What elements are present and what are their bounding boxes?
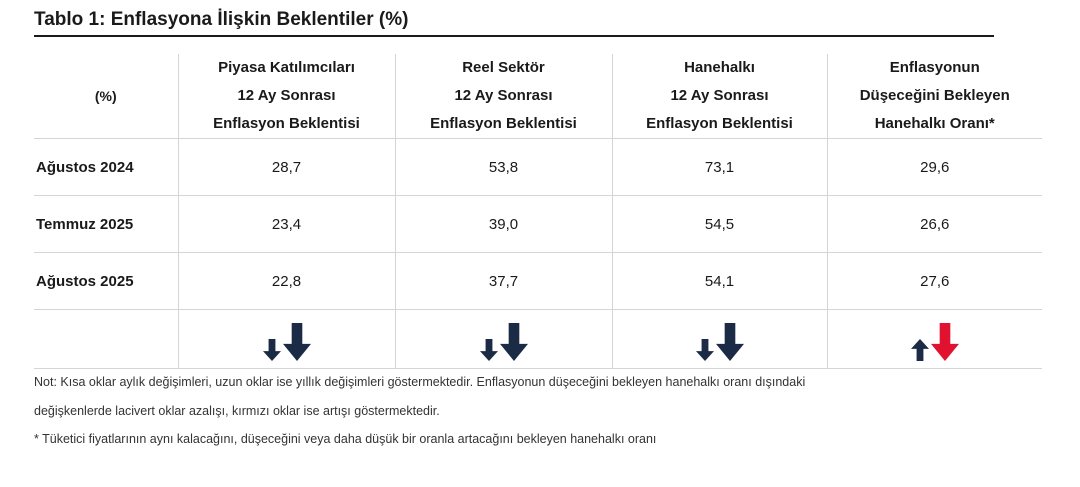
arrow-cell: [177, 309, 395, 369]
expectations-table: (%) Piyasa Katılımcıları 12 Ay Sonrası E…: [34, 54, 1042, 369]
table-cell: 54,1: [611, 252, 827, 310]
note-text-continued: değişkenlerde lacivert oklar azalışı, kı…: [34, 404, 440, 418]
table-cell: 39,0: [394, 195, 612, 253]
arrow-cell: [394, 309, 612, 369]
short-down-arrow-icon: [695, 339, 714, 361]
row-label: Temmuz 2025: [34, 195, 178, 253]
short-up-arrow-icon: [910, 339, 929, 361]
long-down-arrow-icon: [282, 323, 311, 361]
table-cell: 53,8: [394, 138, 612, 196]
short-down-arrow-icon: [262, 339, 281, 361]
column-header-market: Piyasa Katılımcıları 12 Ay Sonrası Enfla…: [177, 54, 395, 139]
long-down-arrow-icon: [715, 323, 744, 361]
row-label: Ağustos 2024: [34, 138, 178, 196]
column-header-line: Enflasyon Beklentisi: [430, 115, 577, 132]
header-row: (%) Piyasa Katılımcıları 12 Ay Sonrası E…: [34, 54, 1042, 139]
table-cell: 23,4: [177, 195, 395, 253]
arrow-cell: [611, 309, 827, 369]
footnote: * Tüketici fiyatlarının aynı kalacağını,…: [34, 432, 657, 446]
table-row: Ağustos 2024 28,7 53,8 73,1 29,6: [34, 138, 1042, 196]
column-header-real-sector: Reel Sektör 12 Ay Sonrası Enflasyon Bekl…: [394, 54, 612, 139]
table-cell: 73,1: [611, 138, 827, 196]
arrow-row: [34, 309, 1042, 369]
column-header-line: 12 Ay Sonrası: [670, 87, 769, 104]
table-cell: 26,6: [826, 195, 1042, 253]
table-cell: 22,8: [177, 252, 395, 310]
column-header-line: 12 Ay Sonrası: [237, 87, 336, 104]
column-header-line: Düşeceğini Bekleyen: [859, 87, 1010, 104]
column-header-household: Hanehalkı 12 Ay Sonrası Enflasyon Beklen…: [611, 54, 827, 139]
unit-label: (%): [34, 54, 178, 139]
column-header-line: Enflasyonun: [889, 59, 980, 76]
table-cell: 37,7: [394, 252, 612, 310]
table-row: Ağustos 2025 22,8 37,7 54,1 27,6: [34, 252, 1042, 310]
table-cell: 28,7: [177, 138, 395, 196]
table-cell: 54,5: [611, 195, 827, 253]
column-header-line: Piyasa Katılımcıları: [218, 59, 355, 76]
long-down-arrow-icon: [499, 323, 528, 361]
table-title: Tablo 1: Enflasyona İlişkin Beklentiler …: [34, 9, 994, 37]
row-label: Ağustos 2025: [34, 252, 178, 310]
table-row: Temmuz 2025 23,4 39,0 54,5 26,6: [34, 195, 1042, 253]
long-down-arrow-icon: [930, 323, 959, 361]
arrow-cell: [826, 309, 1042, 369]
table-cell: 27,6: [826, 252, 1042, 310]
column-header-line: 12 Ay Sonrası: [454, 87, 553, 104]
short-down-arrow-icon: [479, 339, 498, 361]
column-header-line: Enflasyon Beklentisi: [213, 115, 360, 132]
column-header-line: Hanehalkı Oranı*: [874, 115, 995, 132]
column-header-line: Hanehalkı: [684, 59, 755, 76]
arrow-row-spacer: [34, 309, 178, 369]
column-header-line: Reel Sektör: [462, 59, 545, 76]
table-cell: 29,6: [826, 138, 1042, 196]
column-header-line: Enflasyon Beklentisi: [646, 115, 793, 132]
note-text: Not: Kısa oklar aylık değişimleri, uzun …: [34, 375, 806, 389]
column-header-household-ratio: Enflasyonun Düşeceğini Bekleyen Hanehalk…: [826, 54, 1042, 139]
